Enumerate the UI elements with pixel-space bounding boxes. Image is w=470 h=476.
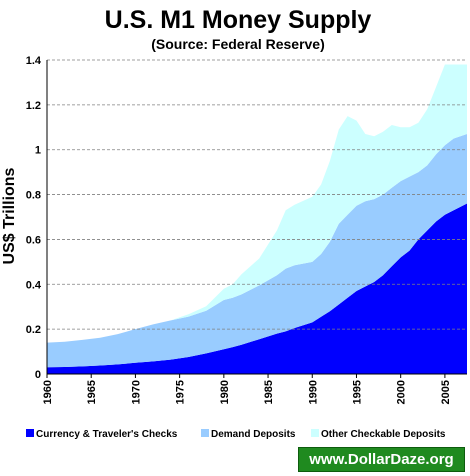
y-tick-label: 0 bbox=[35, 369, 41, 381]
legend-swatch-currency bbox=[26, 429, 34, 437]
legend-label-other: Other Checkable Deposits bbox=[321, 429, 446, 440]
x-tick-label: 1985 bbox=[263, 380, 275, 404]
x-tick-label: 1975 bbox=[175, 380, 187, 404]
chart-title: U.S. M1 Money Supply bbox=[105, 6, 372, 34]
series-area-1 bbox=[47, 134, 467, 368]
plot-area: 0 0.2 0.4 0.6 0.8 1 1.2 1.4 1960 1965 1970 1975 1980… bbox=[26, 55, 467, 404]
x-tick-label: 1990 bbox=[307, 380, 319, 404]
y-tick-label: 0.8 bbox=[26, 190, 41, 202]
x-tick-label: 1970 bbox=[130, 380, 142, 404]
x-tick-label: 2005 bbox=[440, 380, 452, 404]
watermark[interactable]: www.DollarDaze.org bbox=[298, 447, 465, 472]
chart-subtitle: (Source: Federal Reserve) bbox=[151, 36, 325, 52]
series-area-0 bbox=[47, 203, 467, 374]
y-tick-label: 1.2 bbox=[26, 100, 41, 112]
legend-label-demand: Demand Deposits bbox=[211, 429, 296, 440]
x-tick-label: 1980 bbox=[219, 380, 231, 404]
x-tick-label: 1995 bbox=[351, 380, 363, 404]
legend: Currency & Traveler's Checks Demand Depo… bbox=[26, 429, 446, 440]
y-tick-label: 0.2 bbox=[26, 324, 41, 336]
y-axis-label: US$ Trillions bbox=[1, 167, 18, 264]
x-tick-label: 2000 bbox=[396, 380, 408, 404]
y-tick-label: 0.6 bbox=[26, 234, 41, 246]
legend-swatch-other bbox=[311, 429, 319, 437]
x-tick-label: 1960 bbox=[42, 380, 54, 404]
y-tick-label: 1.4 bbox=[26, 55, 42, 67]
series-area-2 bbox=[47, 64, 467, 343]
y-tick-label: 0.4 bbox=[26, 279, 42, 291]
x-tick-label: 1965 bbox=[86, 380, 98, 404]
y-tick-label: 1 bbox=[35, 145, 41, 157]
legend-label-currency: Currency & Traveler's Checks bbox=[36, 429, 178, 440]
legend-swatch-demand bbox=[201, 429, 209, 437]
